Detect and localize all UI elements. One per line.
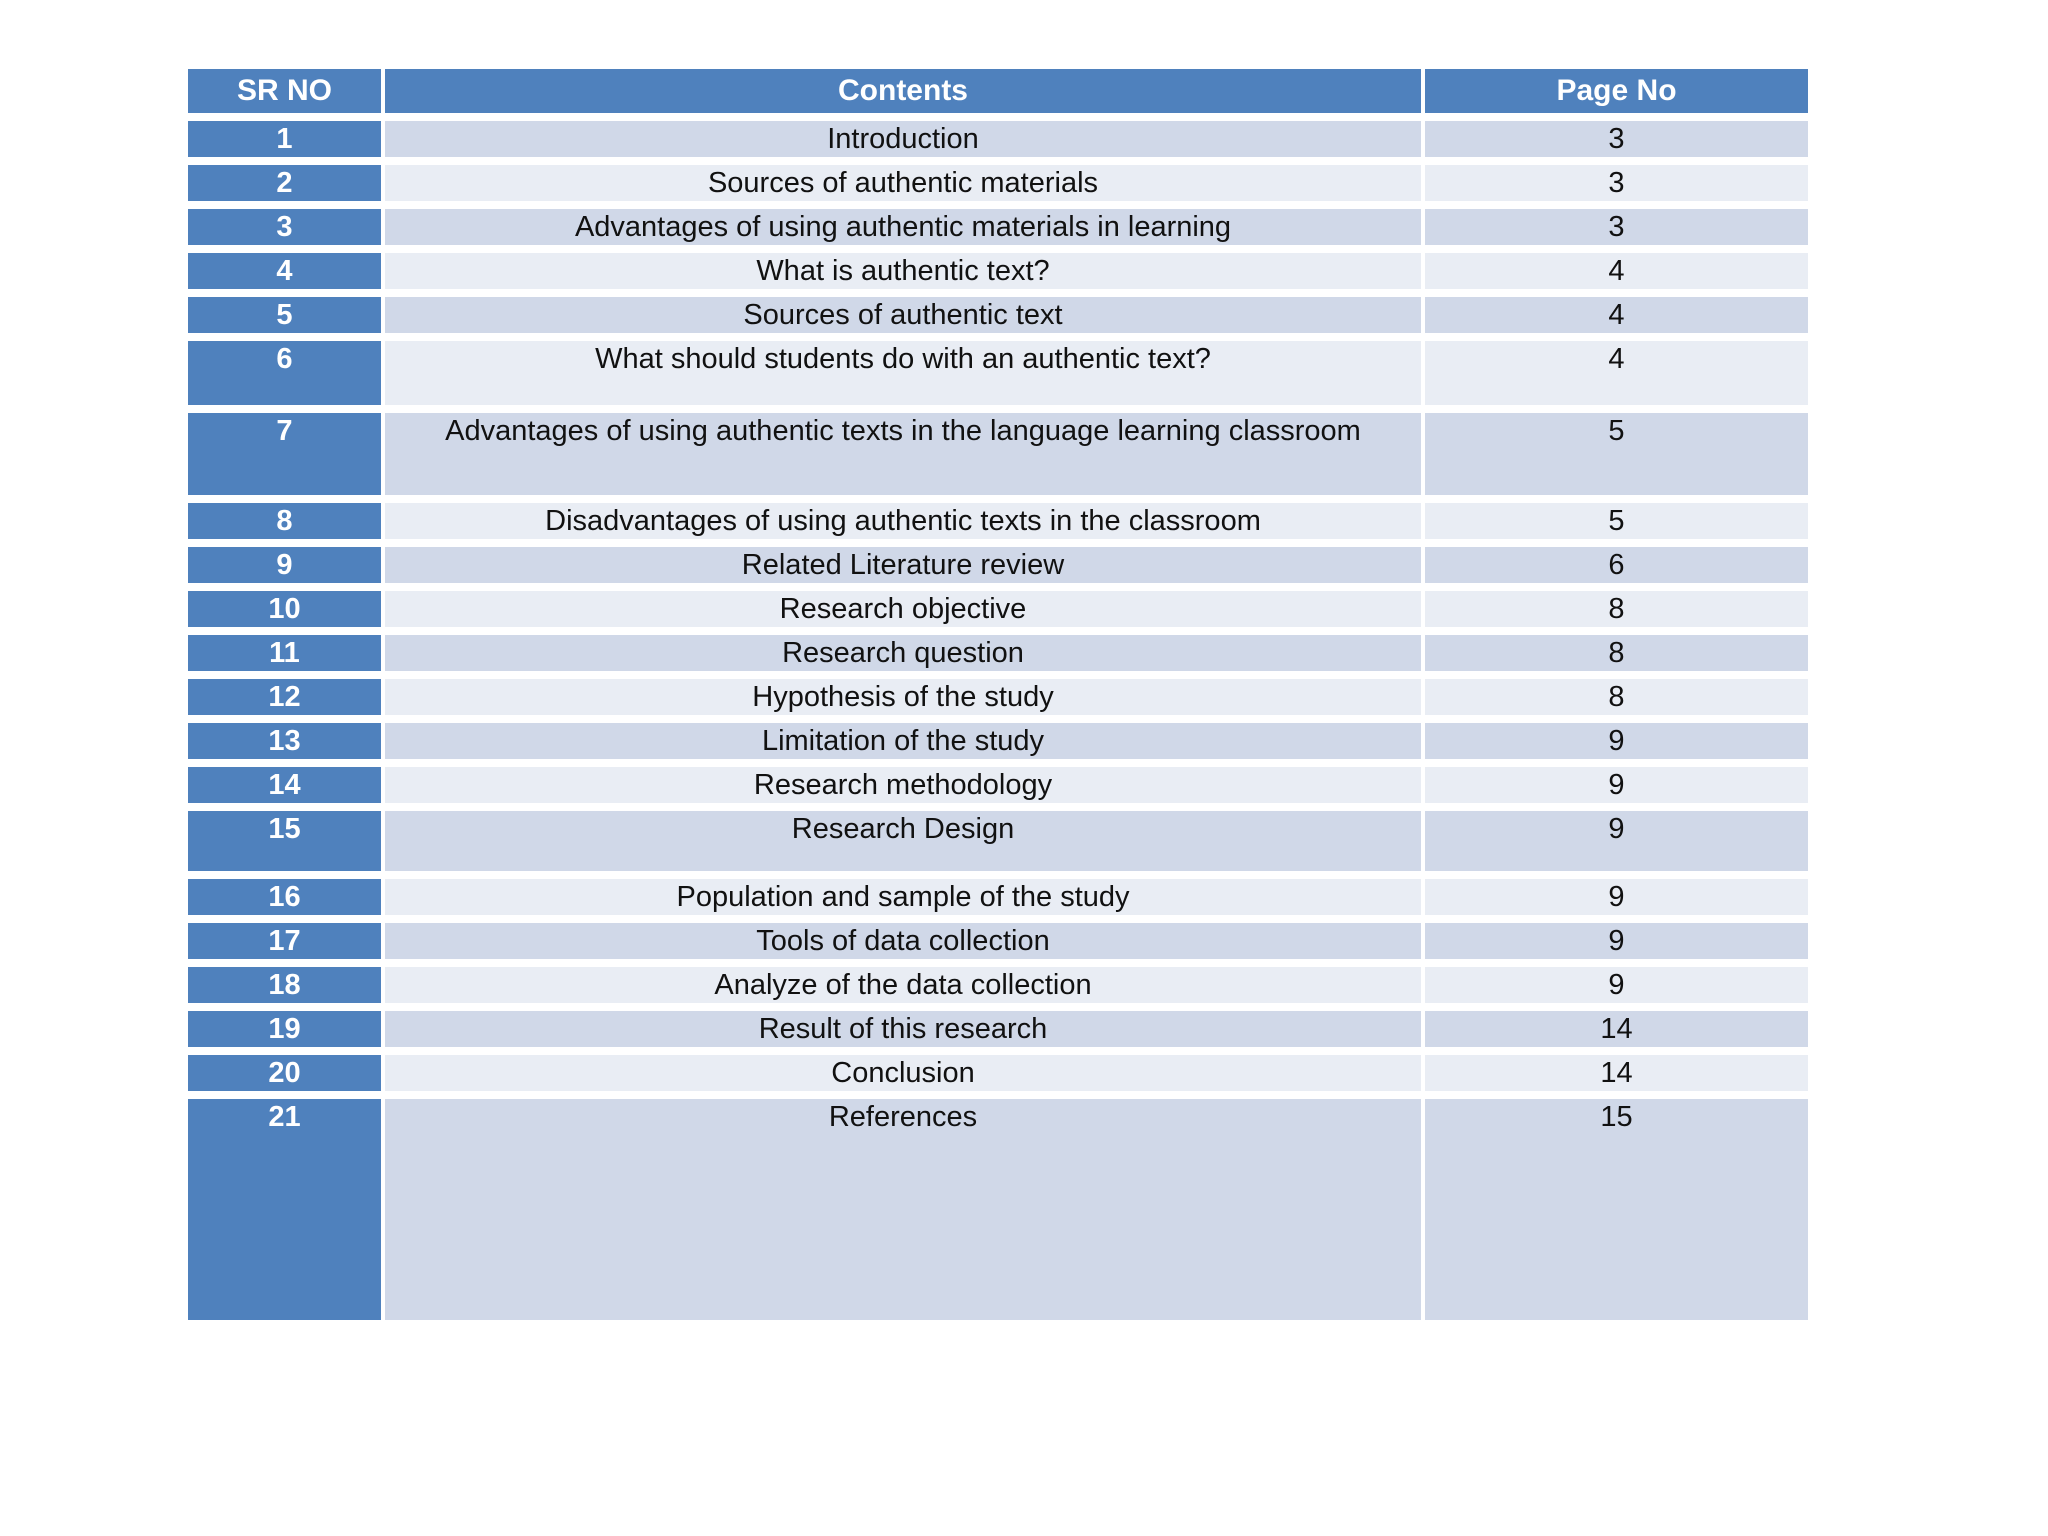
contents-cell: Result of this research [381,1003,1421,1047]
contents-cell: What should students do with an authenti… [381,333,1421,405]
sr-no-cell: 15 [188,803,381,871]
page-no-cell: 9 [1421,871,1808,915]
contents-cell: Advantages of using authentic texts in t… [381,405,1421,495]
table-row: 1 Introduction 3 [188,113,1808,157]
sr-no-cell: 20 [188,1047,381,1091]
sr-no-cell: 2 [188,157,381,201]
table-row: 2 Sources of authentic materials 3 [188,157,1808,201]
sr-no-cell: 14 [188,759,381,803]
table-row: 10 Research objective 8 [188,583,1808,627]
sr-no-cell: 13 [188,715,381,759]
sr-no-cell: 7 [188,405,381,495]
table-row: 21 References 15 [188,1091,1808,1320]
toc-table: SR NO Contents Page No 1 Introduction 3 2 So… [188,69,1808,1320]
page-no-cell: 3 [1421,113,1808,157]
table-row: 19 Result of this research 14 [188,1003,1808,1047]
contents-cell: References [381,1091,1421,1320]
contents-cell: Population and sample of the study [381,871,1421,915]
sr-no-cell: 1 [188,113,381,157]
toc-body: 1 Introduction 3 2 Sources of authentic mate… [188,113,1808,1320]
contents-cell: Research Design [381,803,1421,871]
sr-no-cell: 9 [188,539,381,583]
contents-cell: Related Literature review [381,539,1421,583]
sr-no-cell: 19 [188,1003,381,1047]
page-no-cell: 9 [1421,915,1808,959]
table-row: 4 What is authentic text? 4 [188,245,1808,289]
page-no-cell: 8 [1421,627,1808,671]
contents-cell: Analyze of the data collection [381,959,1421,1003]
header-sr-no: SR NO [188,69,381,113]
page-no-cell: 9 [1421,759,1808,803]
page-no-cell: 4 [1421,289,1808,333]
table-of-contents-slide: SR NO Contents Page No 1 Introduction 3 2 So… [188,69,1808,1320]
table-row: 13 Limitation of the study 9 [188,715,1808,759]
table-row: 18 Analyze of the data collection 9 [188,959,1808,1003]
table-row: 6 What should students do with an authent… [188,333,1808,405]
page-no-cell: 5 [1421,405,1808,495]
table-row: 11 Research question 8 [188,627,1808,671]
contents-cell: Research question [381,627,1421,671]
header-page-no: Page No [1421,69,1808,113]
sr-no-cell: 11 [188,627,381,671]
sr-no-cell: 18 [188,959,381,1003]
page-no-cell: 9 [1421,803,1808,871]
page-no-cell: 6 [1421,539,1808,583]
sr-no-cell: 3 [188,201,381,245]
page-no-cell: 4 [1421,245,1808,289]
page-no-cell: 9 [1421,959,1808,1003]
page-no-cell: 8 [1421,671,1808,715]
table-row: 20 Conclusion 14 [188,1047,1808,1091]
contents-cell: What is authentic text? [381,245,1421,289]
sr-no-cell: 5 [188,289,381,333]
contents-cell: Disadvantages of using authentic texts i… [381,495,1421,539]
contents-cell: Hypothesis of the study [381,671,1421,715]
table-row: 3 Advantages of using authentic materials… [188,201,1808,245]
page-no-cell: 3 [1421,157,1808,201]
sr-no-cell: 6 [188,333,381,405]
page-no-cell: 9 [1421,715,1808,759]
table-row: 15 Research Design 9 [188,803,1808,871]
contents-cell: Conclusion [381,1047,1421,1091]
contents-cell: Limitation of the study [381,715,1421,759]
contents-cell: Research objective [381,583,1421,627]
table-row: 17 Tools of data collection 9 [188,915,1808,959]
contents-cell: Tools of data collection [381,915,1421,959]
sr-no-cell: 4 [188,245,381,289]
page-no-cell: 5 [1421,495,1808,539]
sr-no-cell: 10 [188,583,381,627]
sr-no-cell: 21 [188,1091,381,1320]
table-row: 8 Disadvantages of using authentic texts … [188,495,1808,539]
sr-no-cell: 8 [188,495,381,539]
sr-no-cell: 16 [188,871,381,915]
page-no-cell: 14 [1421,1003,1808,1047]
table-row: 12 Hypothesis of the study 8 [188,671,1808,715]
contents-cell: Introduction [381,113,1421,157]
header-contents: Contents [381,69,1421,113]
table-row: 9 Related Literature review 6 [188,539,1808,583]
contents-cell: Advantages of using authentic materials … [381,201,1421,245]
page-no-cell: 15 [1421,1091,1808,1320]
page-no-cell: 3 [1421,201,1808,245]
table-row: 16 Population and sample of the study 9 [188,871,1808,915]
contents-cell: Research methodology [381,759,1421,803]
page-no-cell: 8 [1421,583,1808,627]
contents-cell: Sources of authentic text [381,289,1421,333]
page-no-cell: 14 [1421,1047,1808,1091]
sr-no-cell: 17 [188,915,381,959]
table-row: 14 Research methodology 9 [188,759,1808,803]
contents-cell: Sources of authentic materials [381,157,1421,201]
table-row: 7 Advantages of using authentic texts in … [188,405,1808,495]
sr-no-cell: 12 [188,671,381,715]
page-no-cell: 4 [1421,333,1808,405]
table-row: 5 Sources of authentic text 4 [188,289,1808,333]
toc-header-row: SR NO Contents Page No [188,69,1808,113]
